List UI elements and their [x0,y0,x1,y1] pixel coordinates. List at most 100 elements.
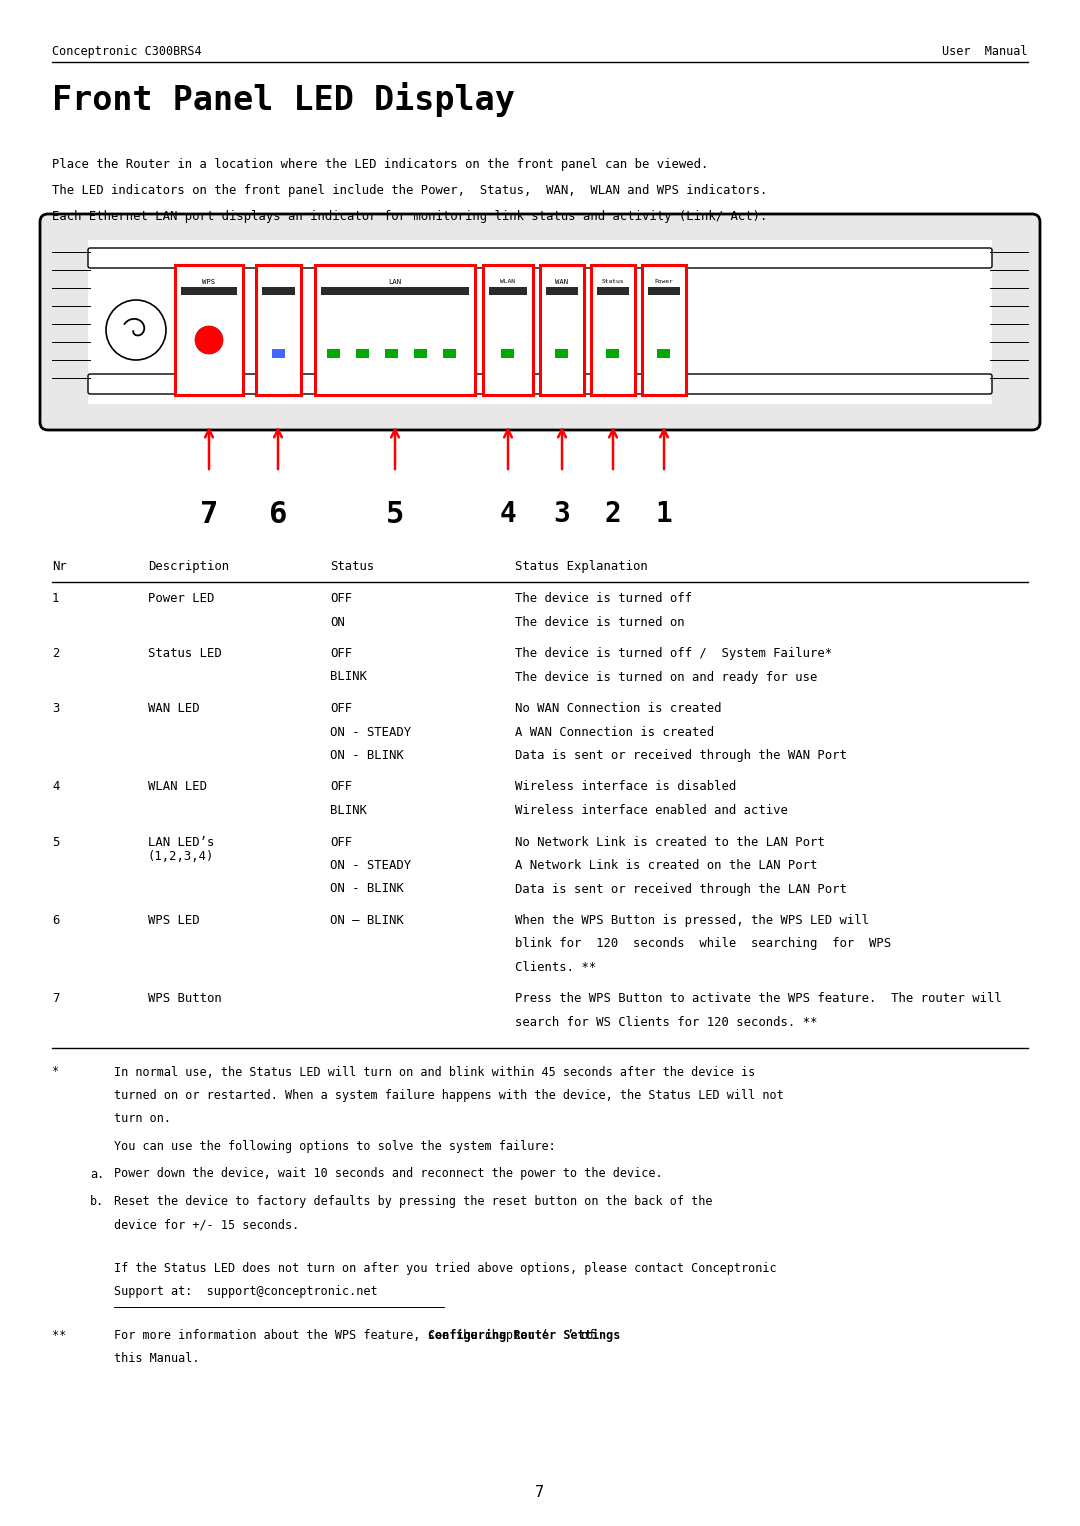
Text: 2: 2 [52,647,59,661]
Text: No WAN Connection is created: No WAN Connection is created [515,702,721,716]
Text: The LED indicators on the front panel include the Power,  Status,  WAN,  WLAN an: The LED indicators on the front panel in… [52,185,768,197]
Text: For more information about the WPS feature, see the chapter ‘: For more information about the WPS featu… [114,1329,549,1341]
Text: You can use the following options to solve the system failure:: You can use the following options to sol… [114,1140,556,1154]
Text: Configuring Router Settings: Configuring Router Settings [428,1329,621,1341]
Text: device for +/- 15 seconds.: device for +/- 15 seconds. [114,1218,299,1231]
Text: 7: 7 [536,1485,544,1500]
Text: Nr: Nr [52,560,67,572]
Text: ON: ON [330,615,345,629]
Bar [327,349,340,359]
Bar [648,287,680,295]
Text: 4: 4 [52,780,59,794]
FancyBboxPatch shape [87,374,993,394]
Text: turned on or restarted. When a system failure happens with the device, the Statu: turned on or restarted. When a system fa… [114,1090,784,1102]
Text: The device is turned on: The device is turned on [515,615,685,629]
Bar [606,349,619,359]
Text: *: * [52,1065,59,1079]
Text: Status: Status [330,560,375,572]
Text: 5: 5 [52,836,59,848]
FancyBboxPatch shape [87,249,993,269]
Text: LAN: LAN [389,279,402,285]
Bar [597,287,629,295]
Bar [384,349,399,359]
Text: 1: 1 [656,501,673,528]
Text: OFF: OFF [330,836,352,848]
Bar [483,266,534,395]
Bar [642,266,686,395]
Text: Place the Router in a location where the LED indicators on the front panel can b: Place the Router in a location where the… [52,159,708,171]
Text: When the WPS Button is pressed, the WPS LED will: When the WPS Button is pressed, the WPS … [515,914,869,926]
Text: The device is turned on and ready for use: The device is turned on and ready for us… [515,670,818,684]
Text: this Manual.: this Manual. [114,1352,200,1366]
Text: 5: 5 [386,501,404,530]
Bar [272,349,285,359]
Text: OFF: OFF [330,647,352,661]
Text: A Network Link is created on the LAN Port: A Network Link is created on the LAN Por… [515,859,818,871]
Text: Power: Power [654,279,673,284]
Bar [501,349,514,359]
Text: Status: Status [602,279,624,284]
Text: Front Panel LED Display: Front Panel LED Display [52,82,515,118]
Text: b.: b. [90,1195,105,1209]
Bar [262,287,295,295]
Text: ON - BLINK: ON - BLINK [330,749,404,761]
Text: WPS: WPS [202,279,216,285]
Circle shape [195,327,222,354]
Text: ’ of: ’ of [567,1329,596,1341]
Text: 2: 2 [605,501,621,528]
Text: WLAN LED: WLAN LED [148,780,207,794]
Bar [443,349,456,359]
Text: WLAN: WLAN [500,279,515,284]
Bar [181,287,237,295]
Bar [356,349,369,359]
Bar [321,287,469,295]
Text: WAN LED: WAN LED [148,702,200,716]
Text: 7: 7 [200,501,218,530]
Bar [489,287,527,295]
Text: 1: 1 [52,592,59,604]
Text: WAN: WAN [555,279,568,285]
Text: 3: 3 [52,702,59,716]
Text: If the Status LED does not turn on after you tried above options, please contact: If the Status LED does not turn on after… [114,1262,777,1276]
Bar [315,266,475,395]
Text: OFF: OFF [330,780,352,794]
Text: 3: 3 [554,501,570,528]
Text: Power down the device, wait 10 seconds and reconnect the power to the device.: Power down the device, wait 10 seconds a… [114,1167,663,1181]
Bar [540,266,584,395]
Bar [546,287,578,295]
Text: User  Manual: User Manual [943,44,1028,58]
Text: Power LED: Power LED [148,592,214,604]
Bar [657,349,670,359]
Text: In normal use, the Status LED will turn on and blink within 45 seconds after the: In normal use, the Status LED will turn … [114,1065,755,1079]
Text: 6: 6 [52,914,59,926]
Text: Support at:  support@conceptronic.net: Support at: support@conceptronic.net [114,1285,378,1299]
Bar [414,349,427,359]
Text: Reset the device to factory defaults by pressing the reset button on the back of: Reset the device to factory defaults by … [114,1195,713,1209]
Text: a.: a. [90,1167,105,1181]
Text: 4: 4 [500,501,516,528]
Bar [555,349,568,359]
Bar [256,266,301,395]
Text: Each Ethernet LAN port displays an indicator for monitoring link status and acti: Each Ethernet LAN port displays an indic… [52,211,768,223]
Bar [87,240,993,404]
Text: BLINK: BLINK [330,670,367,684]
Text: ON - BLINK: ON - BLINK [330,882,404,896]
Bar [175,266,243,395]
Text: The device is turned off: The device is turned off [515,592,692,604]
Text: Clients. **: Clients. ** [515,961,596,974]
Text: 6: 6 [269,501,287,530]
Text: Wireless interface enabled and active: Wireless interface enabled and active [515,804,788,816]
Bar [591,266,635,395]
Text: ON - STEADY: ON - STEADY [330,725,411,739]
Text: blink for  120  seconds  while  searching  for  WPS: blink for 120 seconds while searching fo… [515,937,891,951]
Text: WPS Button: WPS Button [148,992,221,1006]
Text: Status Explanation: Status Explanation [515,560,648,572]
Text: Status LED: Status LED [148,647,221,661]
Text: Data is sent or received through the WAN Port: Data is sent or received through the WAN… [515,749,847,761]
Text: Description: Description [148,560,229,572]
Text: The device is turned off /  System Failure*: The device is turned off / System Failur… [515,647,832,661]
Text: turn on.: turn on. [114,1112,171,1126]
Text: 7: 7 [52,992,59,1006]
Text: OFF: OFF [330,592,352,604]
Text: Press the WPS Button to activate the WPS feature.  The router will: Press the WPS Button to activate the WPS… [515,992,1002,1006]
